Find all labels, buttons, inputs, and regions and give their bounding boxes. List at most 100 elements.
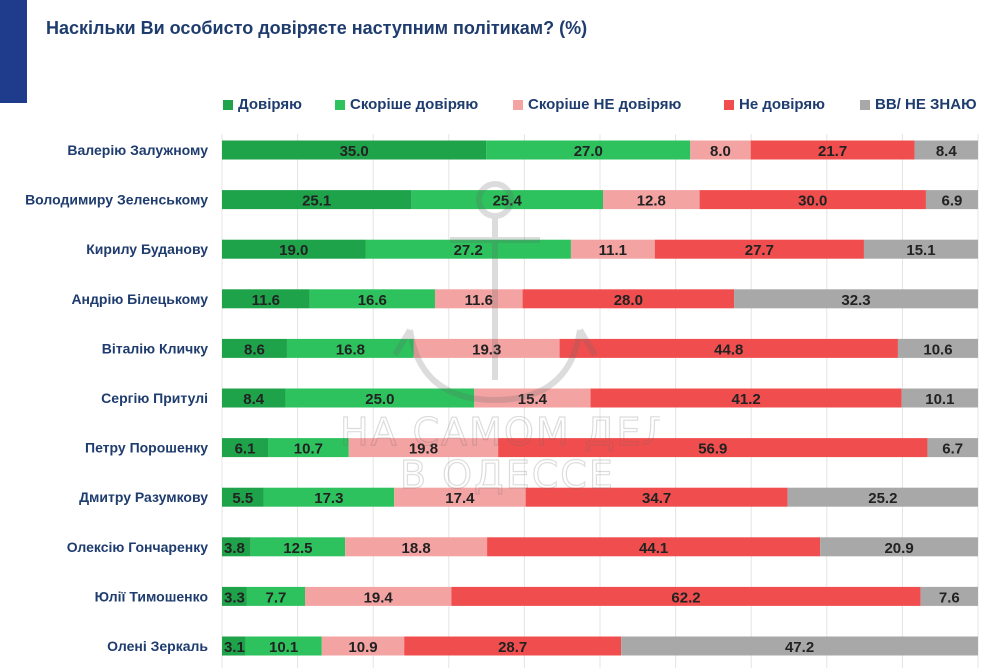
bar-segment [734,289,978,309]
category-label: Сергію Притулі [101,390,208,406]
data-label: 62.2 [671,589,700,606]
data-label: 20.9 [884,540,913,557]
bar-segment [927,438,978,458]
chart-title: Наскільки Ви особисто довіряєте наступни… [46,18,588,38]
bar-segment [525,487,788,507]
data-label: 10.6 [923,341,952,358]
legend-item: Не довіряю [724,96,825,113]
bar-segment [750,140,915,160]
legend-label: Скоріше НЕ довіряю [528,96,682,113]
bar-segment [820,537,978,557]
data-label: 28.7 [498,639,527,656]
bar-segment [222,190,412,210]
bar-segment [394,487,526,507]
category-label: Андрію Білецькому [71,291,208,307]
bar-segment [222,636,246,656]
data-label: 3.3 [224,589,245,606]
data-label: 18.8 [401,540,430,557]
bar-segment [222,289,310,309]
bar-segment [411,190,604,210]
data-label: 16.8 [336,341,365,358]
data-label: 3.8 [224,540,245,557]
bar-segment [286,338,414,358]
bar-segment [348,438,499,458]
data-label: 10.1 [269,639,298,656]
legend-label: Скоріше довіряю [350,96,479,113]
bar-segment [603,190,700,210]
legend-label: Не довіряю [739,96,825,113]
legend-swatch [335,99,345,110]
data-label: 6.7 [942,441,963,458]
bar-segment [304,586,452,606]
bar-segment [285,388,475,408]
chart-legend: Довіряю Скоріше довіряю Скоріше НЕ довіряю… [0,96,1000,118]
bar-segment [925,190,978,210]
bar-segment [487,537,821,557]
bar-segment [498,438,928,458]
bar-segment [897,338,978,358]
data-label: 35.0 [340,143,369,160]
bar-segment [787,487,978,507]
bar-segment [413,338,560,358]
data-label: 12.8 [637,193,666,210]
legend-swatch [513,99,523,110]
data-label: 6.1 [235,441,256,458]
bar-segment [901,388,978,408]
legend-swatch [724,99,734,110]
bar-segment [404,636,622,656]
bar-segment [559,338,898,358]
bar-segment [590,388,902,408]
category-label: Дмитру Разумкову [79,489,208,505]
data-label: 15.1 [906,242,935,259]
data-label: 27.2 [454,242,483,259]
legend-label: Довіряю [238,96,302,113]
bar-segment [486,140,691,160]
bar-segment [268,438,349,458]
bar-segment [309,289,435,309]
bar-segment [863,239,978,259]
bar-segment [222,338,287,358]
bar-segment [570,239,655,259]
data-label: 41.2 [732,391,761,408]
bar-segment [263,487,395,507]
data-label: 27.0 [574,143,603,160]
data-label: 7.7 [266,589,287,606]
data-label: 25.2 [868,490,897,507]
bar-segment [621,636,978,656]
category-label: Юлії Тимошенко [95,588,208,604]
data-label: 17.4 [445,490,475,507]
data-label: 12.5 [283,540,312,557]
data-label: 25.4 [493,193,523,210]
data-label: 30.0 [798,193,827,210]
data-label: 28.0 [614,292,643,309]
category-label: Олексію Гончаренку [67,539,209,555]
data-label: 17.3 [314,490,343,507]
data-label: 3.1 [224,639,245,656]
legend-item: ВВ/ НЕ ЗНАЮ [860,96,977,113]
bar-segment [365,239,571,259]
data-label: 8.4 [243,391,265,408]
legend-swatch [223,99,233,110]
category-label: Олені Зеркаль [107,638,208,654]
category-label: Віталію Кличку [102,340,208,356]
bar-segment [321,636,405,656]
legend-label: ВВ/ НЕ ЗНАЮ [875,96,977,113]
category-label: Володимиру Зеленському [25,192,208,208]
data-label: 21.7 [818,143,847,160]
bar-segment [474,388,591,408]
bar-segment [222,388,286,408]
bar-segment [222,140,487,160]
data-label: 34.7 [642,490,671,507]
legend-swatch [860,99,870,110]
data-label: 8.6 [244,341,265,358]
bar-segment [522,289,735,309]
data-label: 7.6 [939,589,960,606]
data-label: 25.0 [365,391,394,408]
data-label: 10.9 [348,639,377,656]
data-label: 11.6 [465,292,493,309]
data-label: 19.4 [364,589,394,606]
category-label: Валерію Залужному [67,142,208,158]
bar-segment [920,586,978,606]
legend-item: Скоріше НЕ довіряю [513,96,681,113]
